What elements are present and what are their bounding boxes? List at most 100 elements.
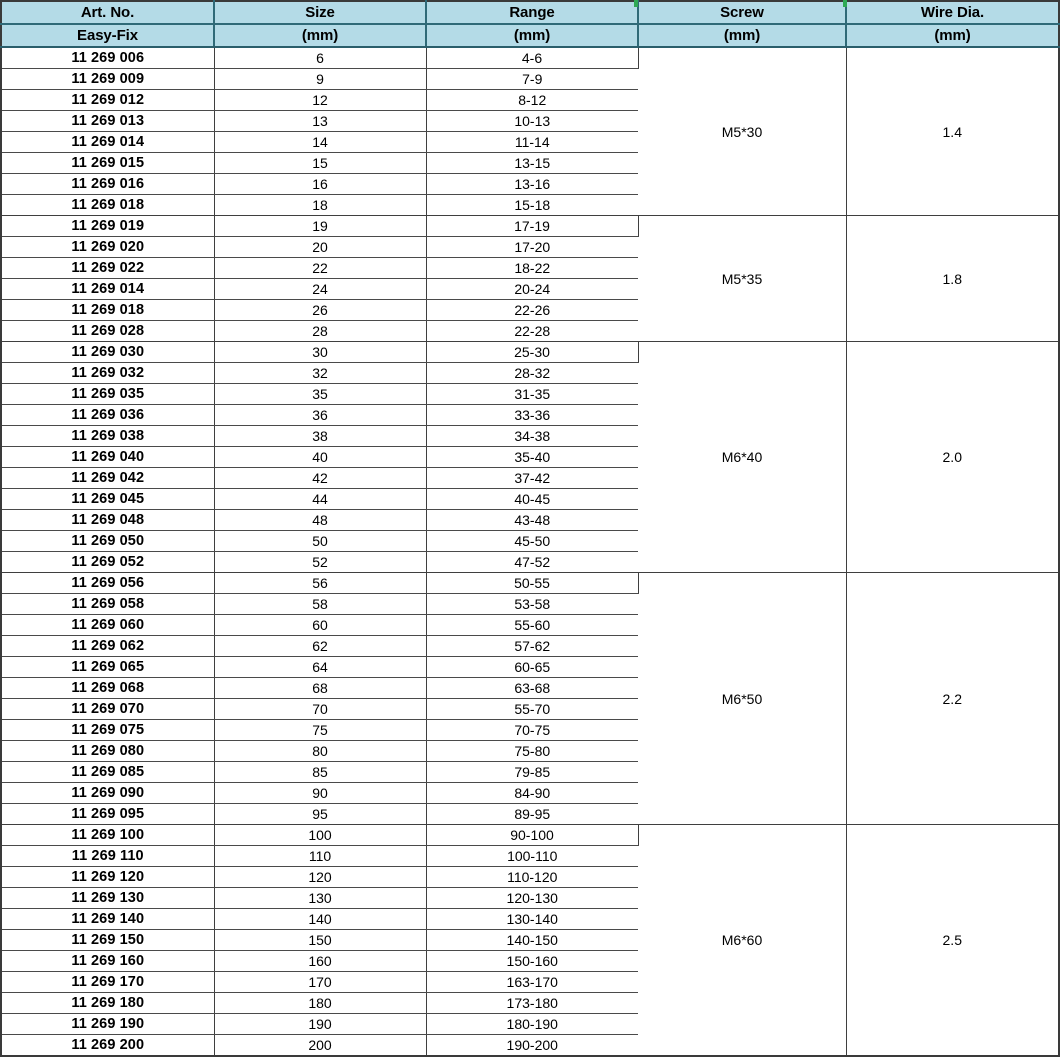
cell-range: 173-180 bbox=[426, 992, 638, 1014]
cell-range: 22-26 bbox=[426, 299, 638, 321]
cell-art_no: 11 269 022 bbox=[1, 257, 215, 279]
cell-art_no: 11 269 190 bbox=[1, 1013, 215, 1035]
table-row: 11 269 065 64 60-65 bbox=[1, 656, 1059, 678]
cell-range: 31-35 bbox=[426, 383, 638, 405]
table-row: 11 269 110 110 100-110 bbox=[1, 845, 1059, 867]
table-row: 11 269 075 75 70-75 bbox=[1, 719, 1059, 741]
table-row: 11 269 048 48 43-48 bbox=[1, 509, 1059, 531]
cell-art_no: 11 269 056 bbox=[1, 572, 215, 594]
cell-size: 28 bbox=[214, 320, 427, 342]
cell-range: 4-6 bbox=[426, 47, 639, 69]
cell-art_no: 11 269 038 bbox=[1, 425, 215, 447]
cell-size: 64 bbox=[214, 656, 427, 678]
cell-range: 79-85 bbox=[426, 761, 638, 783]
cell-range: 57-62 bbox=[426, 635, 638, 657]
cell-size: 52 bbox=[214, 551, 427, 573]
cell-art_no: 11 269 042 bbox=[1, 467, 215, 489]
cell-art_no: 11 269 090 bbox=[1, 782, 215, 804]
cell-art_no: 11 269 180 bbox=[1, 992, 215, 1014]
table-row: 11 269 014 14 11-14 bbox=[1, 131, 1059, 153]
table-body: 11 269 006 6 4-6 M5*30 1.4 11 269 009 9 7-9 11 2… bbox=[1, 47, 1059, 1057]
cell-art_no: 11 269 009 bbox=[1, 68, 215, 90]
header-row-primary: Art. No. Size Range Screw Wire Dia. bbox=[1, 1, 1059, 25]
cell-range: 70-75 bbox=[426, 719, 638, 741]
cell-art_no: 11 269 080 bbox=[1, 740, 215, 762]
table-row: 11 269 120 120 110-120 bbox=[1, 866, 1059, 888]
cell-wire-dia-merged: 1.8 bbox=[846, 215, 1059, 342]
cell-size: 140 bbox=[214, 908, 427, 930]
cell-art_no: 11 269 019 bbox=[1, 215, 215, 237]
cell-art_no: 11 269 052 bbox=[1, 551, 215, 573]
cell-size: 130 bbox=[214, 887, 427, 909]
cell-range: 40-45 bbox=[426, 488, 638, 510]
table-row: 11 269 042 42 37-42 bbox=[1, 467, 1059, 489]
cell-size: 6 bbox=[214, 47, 427, 69]
table-row: 11 269 058 58 53-58 bbox=[1, 593, 1059, 615]
cell-size: 16 bbox=[214, 173, 427, 195]
header-wire-dia: Wire Dia. bbox=[846, 1, 1059, 25]
cell-art_no: 11 269 020 bbox=[1, 236, 215, 258]
cell-size: 95 bbox=[214, 803, 427, 825]
cell-size: 35 bbox=[214, 383, 427, 405]
cell-art_no: 11 269 032 bbox=[1, 362, 215, 384]
cell-art_no: 11 269 028 bbox=[1, 320, 215, 342]
cell-range: 100-110 bbox=[426, 845, 638, 867]
cell-size: 48 bbox=[214, 509, 427, 531]
table-row: 11 269 014 24 20-24 bbox=[1, 278, 1059, 300]
cell-range: 25-30 bbox=[426, 341, 639, 363]
header-art-no: Art. No. bbox=[1, 1, 215, 25]
cell-range: 47-52 bbox=[426, 551, 638, 573]
cell-range: 180-190 bbox=[426, 1013, 638, 1035]
table-row: 11 269 056 56 50-55 M6*50 2.2 bbox=[1, 572, 1059, 825]
cell-size: 36 bbox=[214, 404, 427, 426]
table-row: 11 269 085 85 79-85 bbox=[1, 761, 1059, 783]
table-row: 11 269 180 180 173-180 bbox=[1, 992, 1059, 1014]
cell-range: 55-70 bbox=[426, 698, 638, 720]
table-row: 11 269 009 9 7-9 bbox=[1, 68, 1059, 90]
cell-wire-dia-merged: 2.2 bbox=[846, 572, 1059, 825]
cell-size: 58 bbox=[214, 593, 427, 615]
cell-art_no: 11 269 140 bbox=[1, 908, 215, 930]
table-row: 11 269 018 26 22-26 bbox=[1, 299, 1059, 321]
table-header: Art. No. Size Range Screw Wire Dia. Easy… bbox=[1, 1, 1059, 48]
cell-size: 26 bbox=[214, 299, 427, 321]
table-row: 11 269 090 90 84-90 bbox=[1, 782, 1059, 804]
cell-range: 45-50 bbox=[426, 530, 638, 552]
table-row: 11 269 022 22 18-22 bbox=[1, 257, 1059, 279]
cell-size: 22 bbox=[214, 257, 427, 279]
table-row: 11 269 062 62 57-62 bbox=[1, 635, 1059, 657]
table-row: 11 269 095 95 89-95 bbox=[1, 803, 1059, 825]
cell-art_no: 11 269 036 bbox=[1, 404, 215, 426]
cell-art_no: 11 269 035 bbox=[1, 383, 215, 405]
header-screw-unit: (mm) bbox=[638, 24, 847, 48]
cell-size: 20 bbox=[214, 236, 427, 258]
cell-range: 190-200 bbox=[426, 1034, 638, 1056]
cell-range: 10-13 bbox=[426, 110, 638, 132]
cell-range: 150-160 bbox=[426, 950, 638, 972]
cell-size: 200 bbox=[214, 1034, 427, 1056]
cell-art_no: 11 269 120 bbox=[1, 866, 215, 888]
cell-art_no: 11 269 015 bbox=[1, 152, 215, 174]
cell-size: 50 bbox=[214, 530, 427, 552]
cell-size: 85 bbox=[214, 761, 427, 783]
cell-range: 8-12 bbox=[426, 89, 638, 111]
cell-range: 34-38 bbox=[426, 425, 638, 447]
cell-size: 90 bbox=[214, 782, 427, 804]
cell-art_no: 11 269 030 bbox=[1, 341, 215, 363]
table-row: 11 269 035 35 31-35 bbox=[1, 383, 1059, 405]
cell-range: 75-80 bbox=[426, 740, 638, 762]
cell-range: 55-60 bbox=[426, 614, 638, 636]
table-row: 11 269 070 70 55-70 bbox=[1, 698, 1059, 720]
table-row: 11 269 019 19 17-19 M5*35 1.8 bbox=[1, 215, 1059, 342]
table-row: 11 269 006 6 4-6 M5*30 1.4 bbox=[1, 47, 1059, 216]
table-row: 11 269 170 170 163-170 bbox=[1, 971, 1059, 993]
cell-range: 53-58 bbox=[426, 593, 638, 615]
cell-art_no: 11 269 200 bbox=[1, 1034, 215, 1056]
cell-range: 90-100 bbox=[426, 824, 639, 846]
cell-size: 56 bbox=[214, 572, 427, 594]
cell-art_no: 11 269 040 bbox=[1, 446, 215, 468]
table-row: 11 269 038 38 34-38 bbox=[1, 425, 1059, 447]
cell-range: 37-42 bbox=[426, 467, 638, 489]
cell-screw-merged: M6*40 bbox=[638, 341, 847, 573]
cell-range: 22-28 bbox=[426, 320, 638, 342]
